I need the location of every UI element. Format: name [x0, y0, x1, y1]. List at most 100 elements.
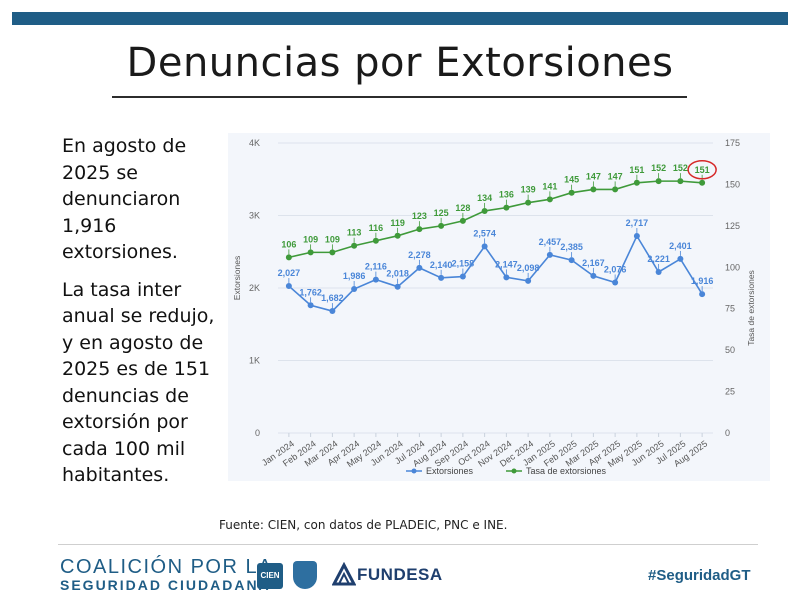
data-point-extorsiones: [351, 286, 358, 293]
data-point-tasa: [481, 207, 488, 214]
title-underline: [112, 96, 687, 98]
chart-svg: 0 1K 2K 3K 4K 0 25 50 75 100 125 150 175 Extorsiones T…: [232, 138, 756, 476]
data-label-tasa: 134: [477, 193, 492, 203]
data-point-tasa: [307, 249, 314, 256]
data-label-extorsiones: 2,221: [647, 254, 670, 264]
data-point-extorsiones: [372, 276, 379, 283]
data-label-extorsiones: 2,018: [386, 269, 409, 279]
data-point-tasa: [416, 226, 423, 233]
data-point-extorsiones: [481, 243, 488, 250]
data-label-extorsiones: 2,278: [408, 250, 431, 260]
fundesa-mark-icon: [332, 562, 356, 586]
data-label-extorsiones: 2,167: [582, 258, 605, 268]
summary-text: En agosto de 2025 se denunciaron 1,916 e…: [62, 133, 222, 500]
y-left-tick-label: 1K: [249, 356, 260, 366]
data-point-tasa: [633, 179, 640, 186]
y-left-tick-label: 2K: [249, 283, 260, 293]
data-label-tasa: 116: [369, 223, 384, 233]
data-point-extorsiones: [503, 274, 510, 281]
y-right-tick-label: 150: [725, 179, 740, 189]
y-left-axis-title: Extorsiones: [232, 256, 242, 300]
data-point-tasa: [699, 179, 706, 186]
data-label-extorsiones: 2,717: [626, 218, 649, 228]
coalicion-logo-line2: SEGURIDAD CIUDADANA: [60, 577, 271, 593]
data-label-tasa: 109: [303, 234, 318, 244]
data-label-extorsiones: 2,027: [278, 268, 301, 278]
data-point-extorsiones: [677, 255, 684, 262]
highlight-circle: [687, 160, 717, 180]
legend-label: Tasa de extorsiones: [526, 466, 607, 476]
data-point-tasa: [351, 242, 358, 249]
data-point-extorsiones: [329, 308, 336, 315]
data-point-extorsiones: [459, 273, 466, 280]
series-line-tasa: [288, 180, 703, 259]
data-point-extorsiones: [655, 268, 662, 275]
data-label-tasa: 125: [434, 208, 449, 218]
data-point-tasa: [525, 199, 532, 206]
data-label-extorsiones: 2,457: [539, 237, 562, 247]
page-title: Denuncias por Extorsiones: [126, 40, 674, 86]
y-right-tick-label: 100: [725, 262, 740, 272]
y-right-axis-title: Tasa de extorsiones: [746, 270, 756, 346]
data-point-tasa: [394, 232, 401, 239]
summary-paragraph-1: En agosto de 2025 se denunciaron 1,916 e…: [62, 135, 187, 263]
top-color-bar: [12, 12, 788, 25]
y-right-tick-label: 25: [725, 387, 735, 397]
data-label-extorsiones: 2,574: [473, 228, 496, 238]
data-label-tasa: 128: [455, 203, 470, 213]
data-label-extorsiones: 2,147: [495, 259, 518, 269]
data-point-tasa: [655, 178, 662, 185]
data-label-extorsiones: 2,385: [560, 242, 583, 252]
legend-marker: [411, 468, 417, 474]
fundesa-logo-text: FUNDESA: [357, 565, 443, 584]
data-label-extorsiones: 2,401: [669, 241, 692, 251]
y-right-tick-label: 125: [725, 221, 740, 231]
shield-logo-icon: [293, 561, 317, 589]
data-point-tasa: [568, 189, 575, 196]
y-left-tick-label: 4K: [249, 138, 260, 148]
data-point-tasa: [372, 237, 379, 244]
data-point-tasa: [612, 186, 619, 193]
data-point-tasa: [329, 249, 336, 256]
legend-label: Extorsiones: [426, 466, 474, 476]
data-label-tasa: 145: [564, 175, 579, 185]
data-label-extorsiones: 1,986: [343, 271, 366, 281]
data-label-tasa: 136: [499, 190, 514, 200]
data-label-extorsiones: 2,140: [430, 260, 453, 270]
data-point-extorsiones: [590, 272, 597, 279]
data-label-tasa: 139: [521, 185, 536, 195]
legend-marker: [511, 468, 517, 474]
data-point-extorsiones: [633, 233, 640, 240]
data-point-tasa: [438, 222, 445, 229]
data-point-extorsiones: [525, 277, 532, 284]
data-label-tasa: 152: [651, 163, 666, 173]
data-point-tasa: [590, 186, 597, 193]
y-right-tick-label: 50: [725, 345, 735, 355]
data-label-tasa: 152: [673, 163, 688, 173]
data-label-extorsiones: 2,076: [604, 264, 627, 274]
data-point-extorsiones: [546, 251, 553, 258]
data-label-tasa: 151: [695, 165, 710, 175]
series-line-extorsiones: [288, 234, 703, 312]
cien-logo: CIEN: [257, 563, 283, 589]
data-label-extorsiones: 2,098: [517, 263, 540, 273]
data-label-tasa: 113: [347, 228, 362, 238]
data-label-tasa: 109: [325, 234, 340, 244]
summary-paragraph-2: La tasa inter anual se redujo, y en agos…: [62, 278, 215, 487]
y-left-tick-label: 3K: [249, 211, 260, 221]
data-label-tasa: 147: [586, 171, 601, 181]
data-point-extorsiones: [307, 302, 314, 309]
extortion-chart: 0 1K 2K 3K 4K 0 25 50 75 100 125 150 175 Extorsiones T…: [228, 133, 770, 481]
hashtag: #SeguridadGT: [648, 567, 751, 584]
data-point-extorsiones: [438, 274, 445, 281]
y-right-tick-label: 75: [725, 304, 735, 314]
data-point-tasa: [459, 217, 466, 224]
data-label-extorsiones: 1,762: [299, 287, 322, 297]
data-label-tasa: 141: [542, 181, 557, 191]
coalicion-logo-line1: COALICIÓN POR LA: [60, 556, 273, 578]
data-label-tasa: 119: [390, 218, 405, 228]
y-left-tick-label: 0: [255, 428, 260, 438]
data-label-tasa: 151: [629, 165, 644, 175]
data-point-tasa: [546, 196, 553, 203]
footer-divider: [58, 544, 758, 545]
